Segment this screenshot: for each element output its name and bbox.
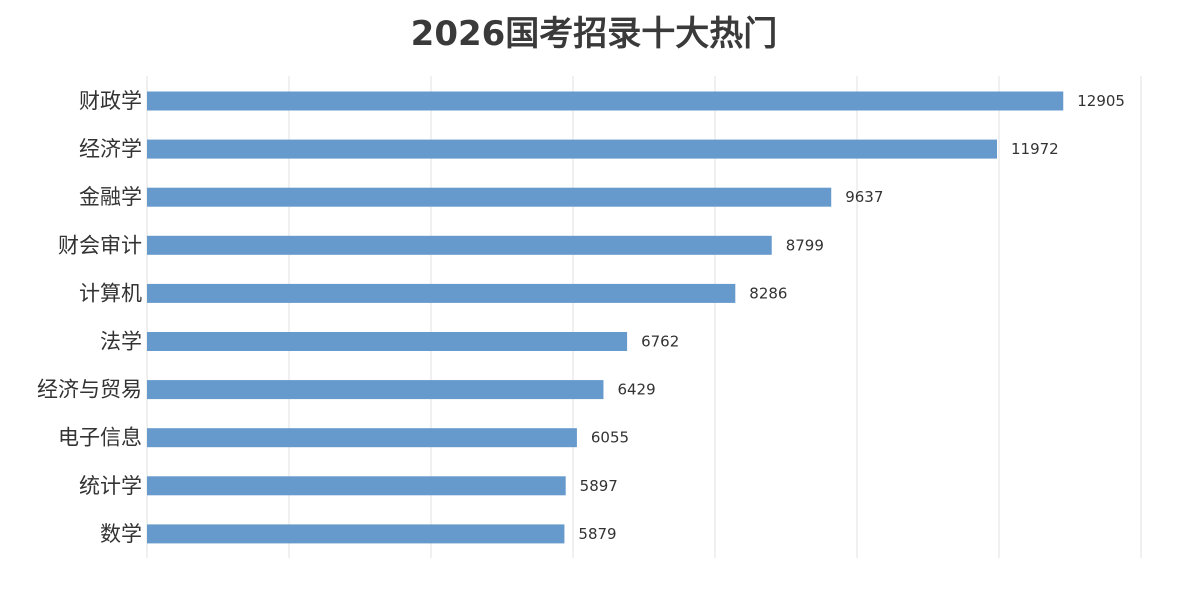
data-label: 8286 bbox=[749, 284, 787, 302]
category-label: 财政学 bbox=[79, 89, 142, 113]
category-label: 数学 bbox=[100, 522, 142, 546]
bar bbox=[147, 524, 565, 544]
data-label: 6429 bbox=[617, 381, 655, 399]
bar bbox=[147, 428, 577, 448]
data-label: 6055 bbox=[591, 429, 629, 447]
category-label: 计算机 bbox=[79, 281, 142, 305]
data-label: 5897 bbox=[580, 477, 618, 495]
bar bbox=[147, 332, 628, 351]
bar bbox=[147, 283, 736, 303]
bar bbox=[147, 235, 772, 255]
category-label: 法学 bbox=[100, 330, 142, 354]
data-label: 6762 bbox=[641, 333, 679, 351]
data-label: 5879 bbox=[578, 525, 616, 543]
category-label: 经济学 bbox=[79, 137, 142, 161]
bar bbox=[147, 91, 1064, 111]
bar bbox=[147, 380, 604, 400]
category-label: 财会审计 bbox=[58, 233, 142, 257]
data-label: 11972 bbox=[1011, 140, 1059, 158]
chart-title: 2026国考招录十大热门 bbox=[410, 14, 778, 54]
bar bbox=[147, 476, 566, 496]
category-label: 统计学 bbox=[79, 474, 142, 498]
category-label: 经济与贸易 bbox=[37, 378, 142, 402]
data-label: 12905 bbox=[1077, 92, 1125, 110]
data-label: 8799 bbox=[786, 236, 824, 254]
category-label: 金融学 bbox=[79, 185, 142, 209]
category-label: 电子信息 bbox=[58, 426, 142, 450]
bar bbox=[147, 187, 832, 207]
bar bbox=[147, 139, 998, 159]
data-label: 9637 bbox=[845, 188, 883, 206]
